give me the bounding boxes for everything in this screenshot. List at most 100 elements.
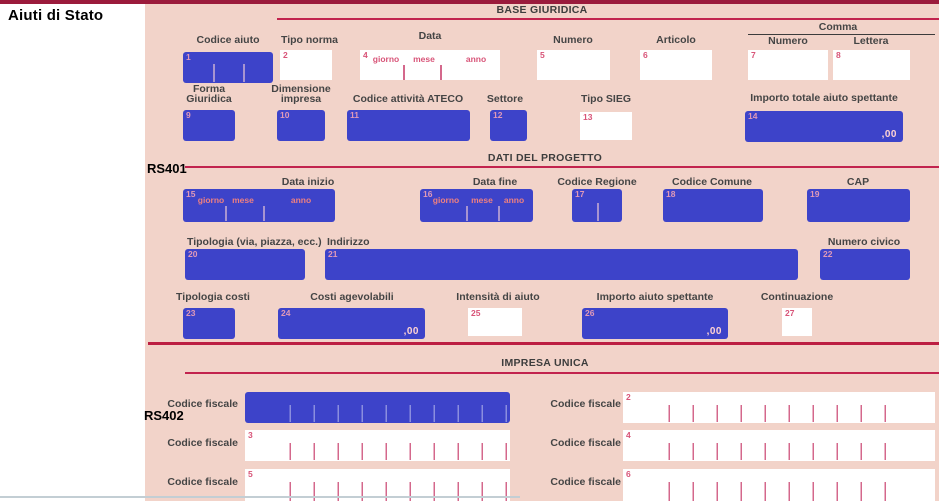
tipo-sieg-label: Tipo SIEG	[581, 93, 631, 105]
intensita-aiuto-label: Intensità di aiuto	[456, 291, 540, 303]
field-tipologia-via[interactable]: 20	[185, 249, 305, 280]
field-numero[interactable]: 5	[537, 50, 610, 80]
field-settore[interactable]: 12	[490, 110, 527, 141]
decimal-suffix: ,00	[403, 326, 419, 337]
field-number: 10	[280, 110, 290, 120]
mese-sublabel: mese	[413, 54, 435, 64]
field-data-fine[interactable]: 16 giorno mese anno	[420, 189, 533, 222]
field-continuazione[interactable]: 27	[782, 308, 812, 336]
field-articolo[interactable]: 6	[640, 50, 712, 80]
field-codice-fiscale-1[interactable]	[245, 392, 510, 423]
section-rule-base-giuridica	[277, 18, 939, 20]
dimensione-impresa-label: Dimensione impresa	[271, 83, 331, 105]
field-codice-fiscale-2[interactable]: 2	[623, 392, 935, 423]
field-number: 12	[493, 110, 503, 120]
row-code-rs402: RS402	[144, 408, 184, 423]
top-rule	[0, 0, 939, 4]
field-importo-aiuto[interactable]: 26 ,00	[582, 308, 728, 339]
codice-comune-label: Codice Comune	[672, 176, 752, 188]
numero-civico-label: Numero civico	[827, 236, 901, 248]
field-tipo-sieg[interactable]: 13	[580, 112, 632, 140]
field-number: 11	[350, 110, 359, 120]
field-number: 20	[188, 249, 198, 259]
field-cap[interactable]: 19	[807, 189, 910, 222]
comb-ticks	[646, 443, 887, 460]
field-tipologia-costi[interactable]: 23	[183, 308, 235, 339]
comb-ticks	[646, 482, 887, 501]
section-rule-dati-progetto	[185, 166, 939, 168]
field-codice-fiscale-6[interactable]: 6	[623, 469, 935, 501]
field-intensita-aiuto[interactable]: 25	[468, 308, 522, 336]
codice-fiscale-label: Codice fiscale	[167, 398, 238, 410]
decimal-suffix: ,00	[706, 326, 722, 337]
importo-aiuto-label: Importo aiuto spettante	[596, 291, 714, 303]
page-title: Aiuti di Stato	[8, 7, 104, 24]
field-tipo-norma[interactable]: 2	[280, 50, 332, 80]
codice-regione-label: Codice Regione	[557, 176, 637, 188]
tipologia-costi-label: Tipologia costi	[176, 291, 250, 303]
anno-sublabel: anno	[503, 195, 525, 205]
anno-sublabel: anno	[290, 195, 312, 205]
cell-divider	[225, 206, 227, 221]
field-codice-fiscale-4[interactable]: 4	[623, 430, 935, 461]
section-rule-impresa-unica	[185, 372, 939, 374]
bottom-page-rule	[0, 496, 520, 498]
section-title-base-giuridica: BASE GIURIDICA	[496, 4, 588, 16]
cell-divider	[403, 65, 405, 80]
comb-ticks	[267, 443, 508, 460]
field-codice-aiuto[interactable]: 1	[183, 52, 273, 83]
field-number: 5	[248, 469, 253, 479]
codice-aiuto-label: Codice aiuto	[196, 34, 260, 46]
field-number: 2	[626, 392, 631, 402]
field-number: 2	[283, 50, 288, 60]
field-number: 8	[836, 50, 841, 60]
field-number: 1	[186, 52, 191, 62]
settore-label: Settore	[486, 93, 524, 105]
field-comma-numero[interactable]: 7	[748, 50, 828, 80]
forma-giuridica-label: Forma Giuridica	[186, 83, 232, 105]
comma-group-label: Comma	[818, 21, 858, 33]
comma-group-rule	[748, 33, 935, 35]
mese-sublabel: mese	[471, 195, 493, 205]
field-costi-agevolabili[interactable]: 24 ,00	[278, 308, 425, 339]
field-indirizzo[interactable]: 21	[325, 249, 798, 280]
tipo-norma-label: Tipo norma	[281, 34, 338, 46]
field-codice-regione[interactable]: 17	[572, 189, 622, 222]
field-codice-fiscale-3[interactable]: 3	[245, 430, 510, 461]
field-number: 3	[248, 430, 253, 440]
decimal-suffix: ,00	[881, 129, 897, 140]
cell-divider	[243, 64, 245, 82]
field-number: 23	[186, 308, 196, 318]
field-number: 22	[823, 249, 833, 259]
importo-totale-label: Importo totale aiuto spettante	[750, 92, 898, 104]
field-number: 26	[585, 308, 595, 318]
field-number: 24	[281, 308, 291, 318]
giorno-sublabel: giorno	[197, 195, 225, 205]
field-codice-comune[interactable]: 18	[663, 189, 763, 222]
section-divider-rule	[148, 342, 939, 345]
field-numero-civico[interactable]: 22	[820, 249, 910, 280]
field-data-inizio[interactable]: 15 giorno mese anno	[183, 189, 335, 222]
field-number: 5	[540, 50, 545, 60]
field-dimensione-impresa[interactable]: 10	[277, 110, 325, 141]
field-number: 16	[423, 189, 433, 199]
field-number: 19	[810, 189, 820, 199]
continuazione-label: Continuazione	[760, 291, 834, 303]
giorno-sublabel: giorno	[432, 195, 460, 205]
row-code-rs401: RS401	[147, 161, 187, 176]
field-number: 15	[186, 189, 196, 199]
codice-fiscale-label: Codice fiscale	[167, 437, 238, 449]
comb-ticks	[267, 405, 508, 422]
field-importo-totale[interactable]: 14 ,00	[745, 111, 903, 142]
cell-divider	[213, 64, 215, 82]
data-fine-label: Data fine	[472, 176, 518, 188]
field-forma-giuridica[interactable]: 9	[183, 110, 235, 141]
numero-label: Numero	[553, 34, 593, 46]
codice-fiscale-label: Codice fiscale	[167, 476, 238, 488]
field-codice-ateco[interactable]: 11	[347, 110, 470, 141]
field-number: 4	[626, 430, 631, 440]
field-data[interactable]: 4 giorno mese anno	[360, 50, 500, 80]
field-number: 4	[363, 50, 368, 60]
field-comma-lettera[interactable]: 8	[833, 50, 910, 80]
